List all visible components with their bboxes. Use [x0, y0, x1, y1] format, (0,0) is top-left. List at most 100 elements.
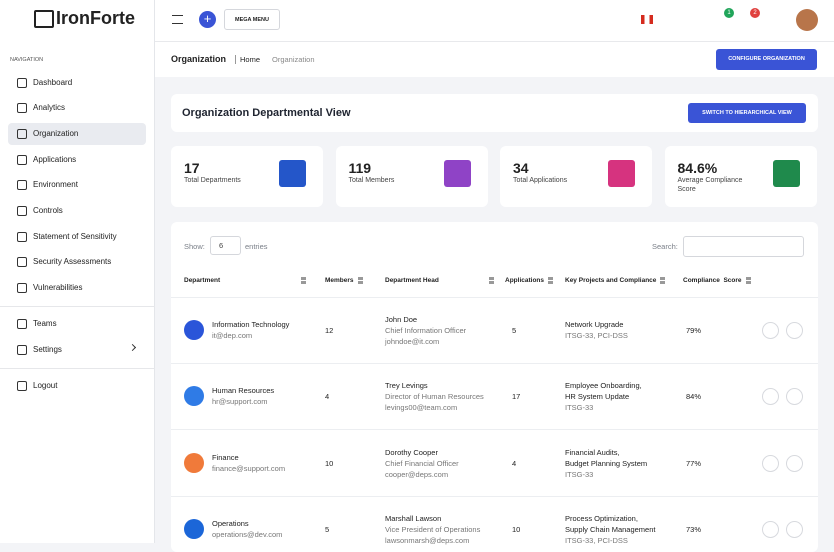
- configure-button[interactable]: CONFIGURE ORGANIZATION: [716, 49, 817, 70]
- topbar: [155, 0, 834, 42]
- avatar[interactable]: [796, 9, 818, 31]
- compliance: ITSG-33, PCI-DSS: [565, 535, 628, 545]
- dept-name: Human Resources: [212, 386, 275, 396]
- members: 12: [325, 326, 334, 335]
- project: Supply Chain Management: [565, 524, 656, 534]
- stat-icon: [279, 160, 306, 187]
- compliance: ITSG-33: [565, 403, 594, 413]
- head-title: Director of Human Resources: [385, 392, 484, 402]
- dept-name: Information Technology: [212, 320, 290, 329]
- nav-item[interactable]: Environment: [8, 174, 146, 196]
- view-action[interactable]: [762, 388, 779, 406]
- search-input[interactable]: [683, 236, 804, 257]
- nav-item[interactable]: Settings: [8, 339, 146, 361]
- table-card: [171, 222, 818, 552]
- sort-icon[interactable]: [660, 277, 666, 284]
- nav-item[interactable]: Statement of Sensitivity: [8, 226, 146, 248]
- score: 73%: [686, 524, 702, 534]
- brand: IronForte: [56, 8, 135, 28]
- sidebar: [0, 0, 155, 543]
- nav-icon: [17, 180, 27, 190]
- stat-icon: [772, 160, 800, 187]
- stat-value: 34: [513, 160, 529, 176]
- project: Employee Onboarding,: [565, 381, 642, 391]
- dept-logo: [184, 452, 204, 473]
- applications: 17: [512, 392, 521, 402]
- nav-item[interactable]: Analytics: [8, 97, 146, 119]
- column-header[interactable]: Department Head: [385, 277, 494, 284]
- project: Budget Planning System: [565, 458, 648, 468]
- divider: [171, 363, 818, 364]
- breadcrumb[interactable]: Home: [235, 55, 260, 64]
- search-label: Search:: [652, 242, 678, 251]
- view-title: Organization Departmental View: [182, 107, 351, 119]
- view-action[interactable]: [762, 454, 779, 472]
- column-header[interactable]: Compliance Score: [683, 277, 751, 284]
- stat-icon: [443, 160, 471, 187]
- sort-icon[interactable]: [301, 277, 306, 284]
- more-action[interactable]: [786, 520, 803, 538]
- nav-section: NAVIGATION: [10, 57, 44, 63]
- nav-icon: [17, 155, 27, 165]
- column-header[interactable]: Applications: [505, 277, 554, 284]
- dept-logo: [184, 320, 204, 340]
- dept-name: Operations: [212, 518, 249, 528]
- sort-icon[interactable]: [745, 277, 751, 284]
- sort-icon[interactable]: [548, 277, 554, 284]
- head-email: cooper@deps.com: [385, 469, 449, 479]
- dept-email: operations@dev.com: [212, 529, 283, 539]
- head-name: Trey Levings: [385, 381, 428, 391]
- add-button[interactable]: +: [199, 11, 216, 28]
- flag[interactable]: [641, 15, 653, 24]
- nav-item[interactable]: Teams: [8, 313, 146, 335]
- members: 4: [325, 392, 330, 402]
- breadcrumb: Organization: [272, 55, 315, 64]
- stat-label: Total Members: [348, 177, 395, 184]
- head-email: johndoe@it.com: [385, 337, 440, 346]
- show-label: Show:: [184, 242, 205, 251]
- head-title: Vice President of Operations: [385, 524, 481, 534]
- stat-label: Average Compliance Score: [677, 177, 743, 193]
- mega-menu-button[interactable]: MEGA MENU: [224, 9, 280, 30]
- score: 79%: [686, 326, 702, 335]
- menu-toggle[interactable]: [172, 15, 183, 24]
- nav-item[interactable]: Organization: [8, 123, 146, 145]
- nav-icon: [17, 381, 27, 391]
- column-header[interactable]: Key Projects and Compliance: [565, 277, 666, 284]
- column-header[interactable]: Members: [325, 277, 363, 284]
- dept-email: hr@support.com: [212, 397, 268, 407]
- stat-value: 119: [348, 160, 372, 176]
- sort-icon[interactable]: [357, 277, 363, 284]
- divider: [171, 297, 818, 298]
- sort-icon[interactable]: [489, 277, 494, 284]
- logo-icon: [34, 10, 54, 28]
- applications: 5: [512, 326, 517, 335]
- nav-item[interactable]: Controls: [8, 200, 146, 222]
- column-header[interactable]: Department: [184, 277, 306, 284]
- nav-icon: [17, 319, 27, 329]
- dept-email: it@dep.com: [212, 331, 253, 340]
- nav-item[interactable]: Applications: [8, 149, 146, 171]
- logout[interactable]: Logout: [8, 375, 146, 397]
- project: HR System Update: [565, 392, 630, 402]
- view-action[interactable]: [762, 322, 779, 339]
- view-action[interactable]: [762, 520, 779, 538]
- nav-icon: [17, 283, 27, 293]
- badge: 2: [750, 8, 760, 18]
- nav-item[interactable]: Vulnerabilities: [8, 277, 146, 299]
- nav-icon: [17, 206, 27, 216]
- divider: [171, 495, 818, 497]
- applications: 4: [512, 458, 517, 468]
- more-action[interactable]: [786, 454, 803, 472]
- switch-button[interactable]: SWITCH TO HIERARCHICAL VIEW: [688, 103, 806, 123]
- more-action[interactable]: [786, 322, 803, 339]
- stat-label: Total Departments: [184, 177, 241, 184]
- nav-icon: [17, 129, 27, 139]
- more-action[interactable]: [786, 388, 803, 406]
- head-title: Chief Information Officer: [385, 326, 467, 335]
- page-size-select[interactable]: 6: [210, 236, 241, 255]
- nav-item[interactable]: Security Assessments: [8, 251, 146, 273]
- dept-name: Finance: [212, 452, 239, 462]
- nav-item[interactable]: Dashboard: [8, 72, 146, 94]
